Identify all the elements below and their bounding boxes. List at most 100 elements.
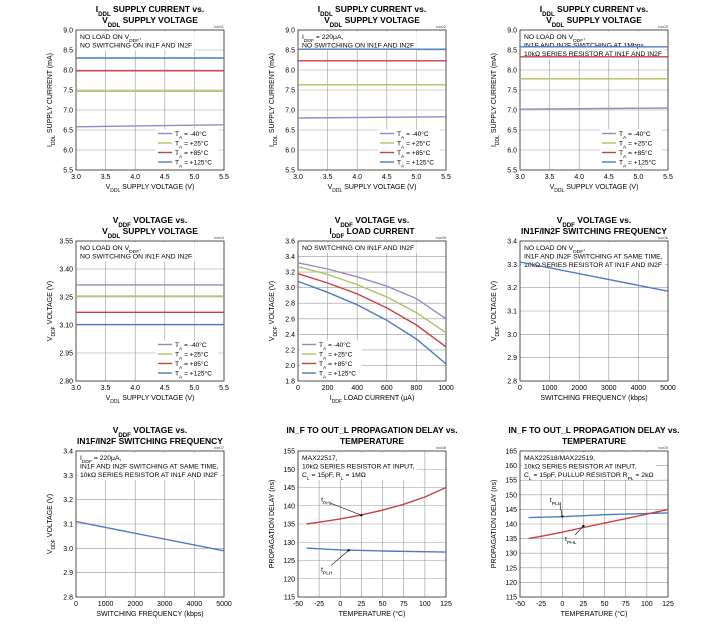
- x-tick-label: 800: [411, 385, 423, 392]
- x-tick-label: 400: [351, 385, 363, 392]
- chart-7: VDDF VOLTAGE vs.IN1F/IN2F SWITCHING FREQ…: [47, 425, 232, 618]
- x-tick-label: 5.5: [219, 385, 229, 392]
- y-tick-label: 115: [284, 595, 295, 602]
- x-tick-label: 4.0: [352, 174, 362, 181]
- y-axis-label: VDDF VOLTAGE (V): [47, 494, 57, 554]
- plot-frame: [519, 450, 669, 598]
- y-tick-label: 6.5: [285, 128, 295, 135]
- legend-entry: TA = +85°C: [175, 149, 209, 160]
- x-tick-label: 5.0: [412, 174, 422, 181]
- x-tick-label: 4000: [631, 385, 647, 392]
- chart-title-line: VDDL SUPPLY VOLTAGE: [546, 15, 642, 29]
- annotation-leader: [330, 503, 362, 516]
- y-tick-label: 3.2: [285, 270, 295, 277]
- x-axis-label: VDDL SUPPLY VOLTAGE (V): [328, 184, 417, 194]
- x-tick-label: 600: [381, 385, 393, 392]
- y-tick-label: 8.5: [507, 48, 517, 55]
- legend-background: [600, 129, 662, 170]
- series-line-1: [75, 124, 225, 128]
- chart-2: IDDL SUPPLY CURRENT vs.VDDL SUPPLY VOLTA…: [269, 4, 451, 194]
- legend-entry: TA = +25°C: [175, 351, 209, 362]
- plot-frame: [75, 29, 225, 171]
- figure-code: toc05: [436, 235, 447, 240]
- chart-title-line: TEMPERATURE: [340, 436, 404, 446]
- y-tick-label: 3.3: [63, 473, 73, 480]
- legend-entry: TA = -40°C: [619, 130, 651, 141]
- y-tick-label: 5.5: [285, 168, 295, 175]
- y-tick-label: 7.5: [63, 88, 73, 95]
- figure-code: toc01: [214, 24, 225, 29]
- plot-frame: [75, 240, 225, 382]
- x-tick-label: 125: [662, 601, 674, 608]
- note-background: [521, 242, 666, 270]
- x-tick-label: 1000: [438, 385, 454, 392]
- x-tick-label: 3.0: [293, 174, 303, 181]
- figure-code: toc04: [214, 235, 225, 240]
- x-tick-label: 0: [74, 601, 78, 608]
- annotation-label: tPLH: [321, 566, 333, 576]
- y-tick-label: 2.4: [285, 332, 295, 339]
- legend-entry: TA = +125°C: [175, 159, 212, 170]
- legend-entry: TA = +85°C: [397, 149, 431, 160]
- y-tick-label: 8.5: [285, 48, 295, 55]
- y-tick-label: 130: [283, 540, 295, 547]
- condition-note: IDDF = 220μA,: [302, 34, 343, 44]
- legend-entry: TA = +25°C: [175, 140, 209, 151]
- annotation-label: tPLH: [550, 497, 562, 507]
- x-tick-label: 4.5: [160, 385, 170, 392]
- y-tick-label: 3.6: [285, 239, 295, 246]
- series-line-4: [297, 280, 447, 365]
- y-tick-label: 155: [283, 449, 295, 456]
- x-tick-label: 3000: [601, 385, 617, 392]
- series-line-2: [297, 266, 447, 334]
- x-tick-label: 0: [518, 385, 522, 392]
- annotation-leader: [330, 550, 349, 566]
- y-tick-label: 2.6: [285, 316, 295, 323]
- x-tick-label: 2000: [571, 385, 587, 392]
- legend-entry: TA = +125°C: [619, 159, 656, 170]
- y-tick-label: 3.4: [63, 449, 73, 456]
- legend-entry: TA = +85°C: [619, 149, 653, 160]
- y-tick-label: 2.8: [63, 595, 73, 602]
- y-tick-label: 2.0: [285, 363, 295, 370]
- condition-note: IN1F AND IN2F SWITCHING AT 1Mbps,: [524, 43, 646, 50]
- y-axis-label: IDDL SUPPLY CURRENT (mA): [491, 53, 501, 147]
- x-tick-label: 5000: [660, 385, 676, 392]
- x-tick-label: 3.0: [515, 174, 525, 181]
- x-tick-label: 25: [358, 601, 366, 608]
- annotation-arrowhead: [561, 515, 564, 518]
- note-background: [521, 452, 657, 480]
- legend-background: [378, 129, 440, 170]
- annotation-arrowhead: [582, 524, 585, 528]
- y-tick-label: 2.9: [63, 570, 73, 577]
- plot-frame: [519, 240, 669, 382]
- condition-note: 10kΩ SERIES RESISTOR AT IN1F AND IN2F: [80, 472, 218, 479]
- series-line-1: [297, 116, 447, 119]
- y-tick-label: 2.9: [507, 355, 517, 362]
- chart-title-line: IN_F TO OUT_L PROPAGATION DELAY vs.: [508, 425, 679, 435]
- condition-note: IN1F AND IN2F SWITCHING AT SAME TIME,: [80, 464, 219, 471]
- annotation-label: tPHL: [565, 536, 577, 546]
- y-tick-label: 135: [505, 536, 517, 543]
- x-tick-label: 5.5: [219, 174, 229, 181]
- legend-entry: TA = -40°C: [175, 341, 207, 352]
- figure-code: toc09: [658, 445, 669, 450]
- y-tick-label: 5.5: [63, 168, 73, 175]
- condition-note: 10kΩ SERIES RESISTOR AT IN1F AND IN2F: [524, 51, 662, 58]
- x-axis-label: IDDF LOAD CURRENT (μA): [330, 395, 415, 405]
- legend-entry: TA = -40°C: [175, 130, 207, 141]
- x-axis-label: VDDL SUPPLY VOLTAGE (V): [106, 395, 195, 405]
- y-tick-label: 135: [283, 522, 295, 529]
- y-tick-label: 6.5: [63, 128, 73, 135]
- y-tick-label: 7.5: [507, 88, 517, 95]
- x-tick-label: -25: [314, 601, 324, 608]
- condition-note: NO LOAD ON VDDF,: [80, 34, 141, 44]
- x-tick-label: 50: [601, 601, 609, 608]
- condition-note: NO SWITCHING ON IN1F AND IN2F: [302, 245, 414, 252]
- condition-note: MAX22518/MAX22519,: [524, 455, 595, 462]
- condition-note: IN1F AND IN2F SWITCHING AT SAME TIME,: [524, 254, 663, 261]
- y-axis-label: PROPAGATION DELAY (ns): [491, 480, 498, 569]
- y-tick-label: 6.0: [285, 148, 295, 155]
- condition-note: IDDF = 220μA,: [80, 455, 121, 465]
